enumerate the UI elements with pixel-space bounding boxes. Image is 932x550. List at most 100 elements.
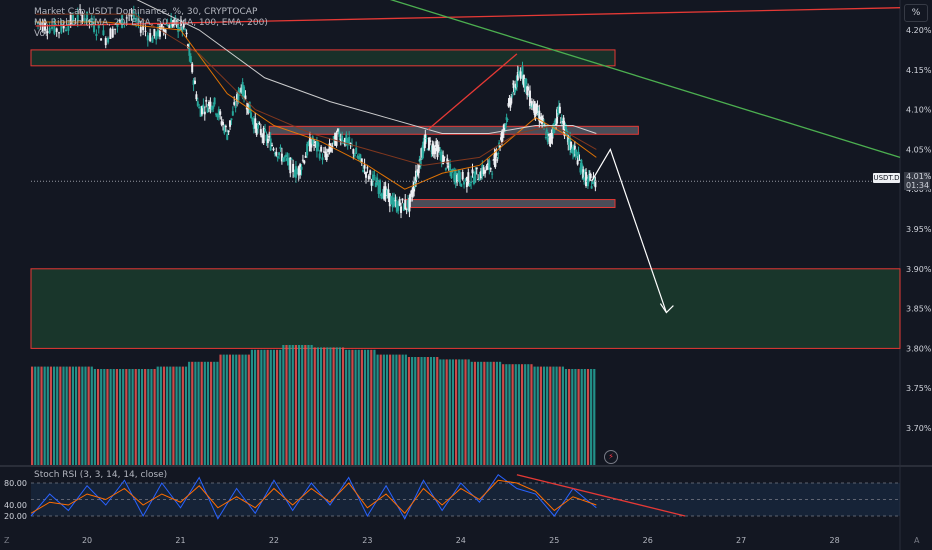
candle-body	[477, 179, 480, 181]
candle-body	[280, 153, 283, 162]
candle-body	[501, 134, 504, 136]
stoch-d-line	[30, 479, 597, 515]
candle-body	[533, 101, 536, 115]
volume-bar	[360, 349, 363, 465]
candle-body	[422, 141, 425, 154]
candle-body	[264, 128, 267, 132]
candle-body	[213, 97, 216, 105]
candle-body	[451, 169, 454, 171]
volume-bar	[144, 369, 147, 465]
volume-bar	[351, 349, 354, 465]
y-tick-label: 3.95%	[906, 225, 932, 234]
candle-body	[310, 142, 313, 148]
candle-body	[67, 25, 70, 31]
timezone-icon[interactable]: Z	[4, 536, 10, 545]
volume-bar	[527, 364, 530, 465]
volume-bar	[188, 361, 191, 465]
candle-body	[55, 28, 58, 32]
y-tick-label: 4.20%	[906, 26, 932, 35]
candle-body	[137, 15, 140, 23]
candle-body	[394, 200, 397, 202]
candle-body	[446, 158, 449, 164]
volume-bar	[571, 369, 574, 465]
volume-bar	[137, 369, 140, 465]
candle-body	[573, 145, 576, 151]
volume-bar	[433, 357, 436, 465]
volume-bar	[520, 364, 524, 465]
candle-body	[407, 200, 410, 209]
auto-scale-icon[interactable]: A	[914, 536, 920, 545]
volume-bar	[219, 354, 222, 465]
candle-body	[425, 138, 428, 140]
flash-icon[interactable]: ⚡	[604, 450, 618, 464]
candle-body	[435, 141, 438, 147]
volume-bar	[115, 369, 118, 465]
candle-body	[222, 122, 225, 126]
candle-body	[132, 11, 135, 20]
volume-bar	[461, 359, 464, 465]
volume-bar	[404, 354, 407, 465]
candle-body	[414, 170, 417, 183]
volume-bar	[486, 361, 489, 465]
candle-body	[149, 33, 152, 42]
candle-body	[44, 22, 47, 31]
candle-body	[289, 157, 292, 174]
candle-body	[401, 198, 404, 201]
candle-body	[470, 181, 473, 183]
candle-body	[474, 171, 477, 183]
volume-bar	[505, 364, 508, 465]
candle-body	[118, 20, 121, 22]
candle-body	[262, 127, 265, 144]
candle-body	[123, 21, 126, 24]
volume-bar	[426, 357, 429, 465]
candle-body	[436, 144, 439, 158]
volume-bar	[203, 361, 206, 465]
volume-bar	[150, 369, 153, 465]
candle-body	[456, 174, 459, 183]
volume-bar	[37, 366, 40, 465]
volume-bar	[62, 366, 65, 465]
candle-body	[355, 147, 358, 154]
percent-scale-button[interactable]: %	[904, 4, 928, 22]
volume-bar	[577, 369, 580, 465]
candle-body	[356, 155, 359, 158]
volume-bar	[495, 361, 499, 465]
candle-body	[443, 156, 446, 158]
candle-body	[144, 30, 147, 32]
candle-body	[74, 22, 77, 24]
volume-bar	[100, 369, 103, 465]
candle-body	[381, 193, 384, 199]
candle-body	[362, 169, 365, 172]
volume-bar	[341, 347, 345, 465]
y-tick-label: 3.85%	[906, 305, 932, 314]
candle-body	[398, 198, 401, 206]
volume-bar	[128, 369, 131, 465]
candle-body	[539, 119, 542, 123]
candle-body	[244, 95, 247, 100]
candle-body	[164, 29, 167, 35]
candle-body	[283, 156, 286, 158]
volume-bar	[153, 369, 156, 465]
candle-body	[453, 173, 456, 182]
candle-body	[499, 145, 502, 148]
trendline-green	[389, 0, 901, 158]
candle-body	[200, 106, 203, 115]
candle-body	[192, 80, 195, 85]
x-tick-label: 23	[362, 536, 372, 545]
candle-body	[364, 172, 367, 178]
volume-bar	[106, 369, 109, 465]
candle-body	[237, 90, 240, 101]
candle-body	[563, 122, 566, 137]
candle-body	[257, 124, 260, 129]
x-tick-label: 27	[736, 536, 746, 545]
candle-body	[526, 86, 529, 96]
volume-bar	[257, 349, 260, 465]
volume-bar	[470, 361, 473, 465]
candle-body	[437, 147, 440, 152]
candle-body	[268, 136, 271, 138]
candle-body	[265, 135, 268, 141]
candle-body	[334, 133, 337, 146]
candle-body	[367, 175, 370, 180]
candle-body	[182, 21, 185, 28]
